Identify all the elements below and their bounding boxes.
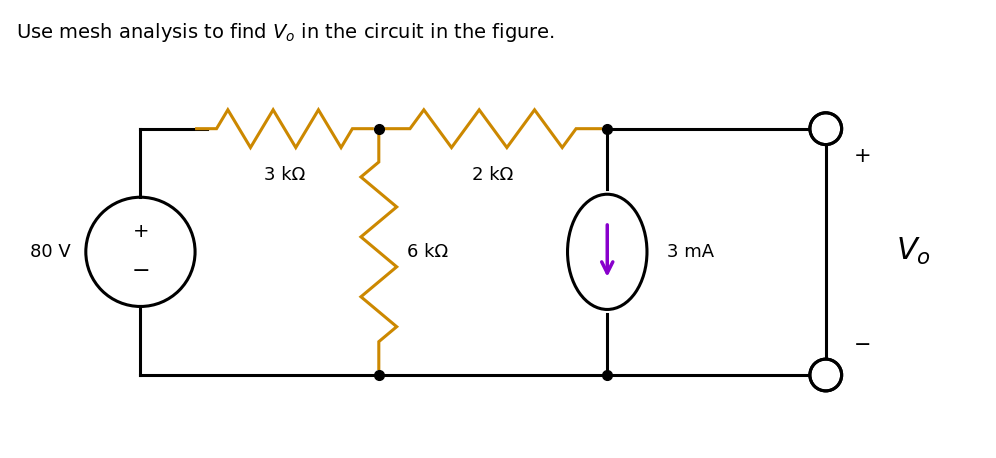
Text: $V_o$: $V_o$ [896,236,931,267]
Text: $+$: $+$ [132,223,148,241]
Text: $-$: $-$ [131,259,149,279]
Circle shape [810,359,842,391]
Text: −: − [854,335,872,355]
Text: Use mesh analysis to find $V_o$ in the circuit in the figure.: Use mesh analysis to find $V_o$ in the c… [16,22,555,44]
Circle shape [810,113,842,145]
Text: 80 V: 80 V [30,243,71,261]
Text: 6 kΩ: 6 kΩ [406,243,448,261]
Text: 2 kΩ: 2 kΩ [472,166,514,185]
Text: 3 kΩ: 3 kΩ [264,166,305,185]
Text: 3 mA: 3 mA [667,243,714,261]
Text: +: + [854,147,872,167]
